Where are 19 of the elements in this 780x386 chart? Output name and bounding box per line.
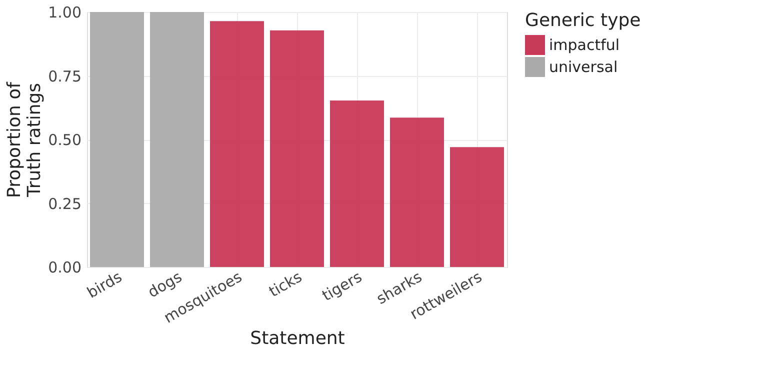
- y-tick-label: 0.00: [48, 258, 82, 276]
- x-tick-label: birds: [84, 268, 126, 302]
- y-tick-label: 0.50: [48, 131, 82, 149]
- y-tick-label: 0.25: [48, 194, 82, 213]
- y-axis-title: Proportion of Truth ratings: [4, 81, 46, 198]
- x-axis-title: Statement: [250, 328, 345, 349]
- legend-title: Generic type: [525, 10, 641, 31]
- legend-label: universal: [549, 58, 618, 76]
- y-tick-label: 0.75: [48, 67, 82, 86]
- bar: [210, 21, 264, 267]
- bar: [90, 12, 144, 267]
- legend-label: impactful: [549, 36, 620, 54]
- x-tick-label: ticks: [266, 268, 306, 301]
- bar: [330, 100, 384, 267]
- y-tick-label: 1.00: [48, 4, 82, 22]
- bar: [150, 12, 204, 267]
- bar: [270, 30, 324, 267]
- bar: [450, 147, 504, 267]
- bar: [390, 118, 444, 267]
